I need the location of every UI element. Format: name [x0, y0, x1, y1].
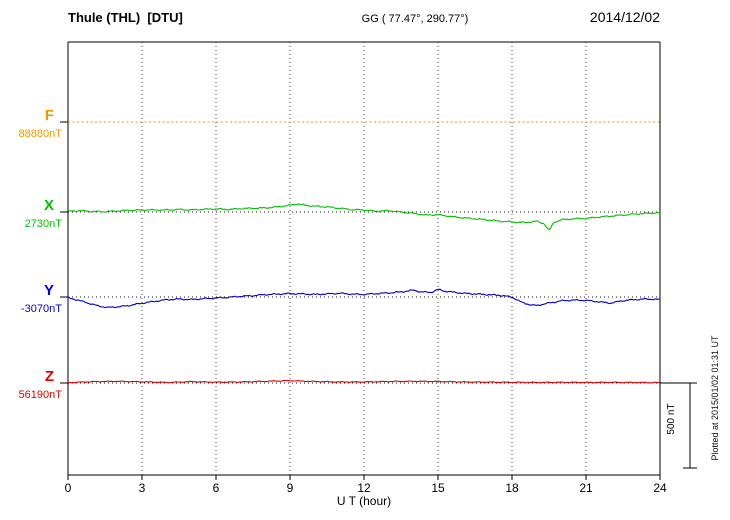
x-tick-label: 9	[286, 481, 294, 495]
component-label-z: Z	[44, 368, 54, 385]
station-title: Thule (THL) [DTU]	[68, 10, 183, 25]
component-baseline-z: 56190nT	[18, 389, 62, 401]
trace-X	[67, 203, 661, 231]
x-tick-label: 3	[138, 481, 146, 495]
coordinates-label: GG ( 77.47°, 290.77°)	[361, 13, 469, 25]
x-tick-label: 12	[357, 481, 371, 495]
x-tick-label: 24	[653, 481, 667, 495]
component-baseline-y: -3070nT	[21, 303, 62, 315]
date-label: 2014/12/02	[589, 9, 660, 25]
x-tick-label: 18	[505, 481, 519, 495]
component-label-y: Y	[43, 282, 54, 299]
x-tick-label: 0	[64, 481, 72, 495]
component-baseline-x: 2730nT	[24, 218, 62, 230]
scale-bar-label: 500 nT	[666, 403, 677, 435]
plotted-at-note: Plotted at 2015/01/02 01:31 UT	[710, 335, 720, 461]
component-baseline-f: 88880nT	[18, 128, 62, 140]
x-tick-label: 15	[431, 481, 445, 495]
component-label-x: X	[43, 197, 54, 214]
trace-Z	[67, 379, 661, 384]
component-label-f: F	[44, 107, 54, 124]
x-tick-label: 21	[579, 481, 593, 495]
x-tick-label: 6	[212, 481, 220, 495]
x-axis-title: U T (hour)	[336, 494, 392, 508]
trace-Y	[68, 288, 661, 309]
